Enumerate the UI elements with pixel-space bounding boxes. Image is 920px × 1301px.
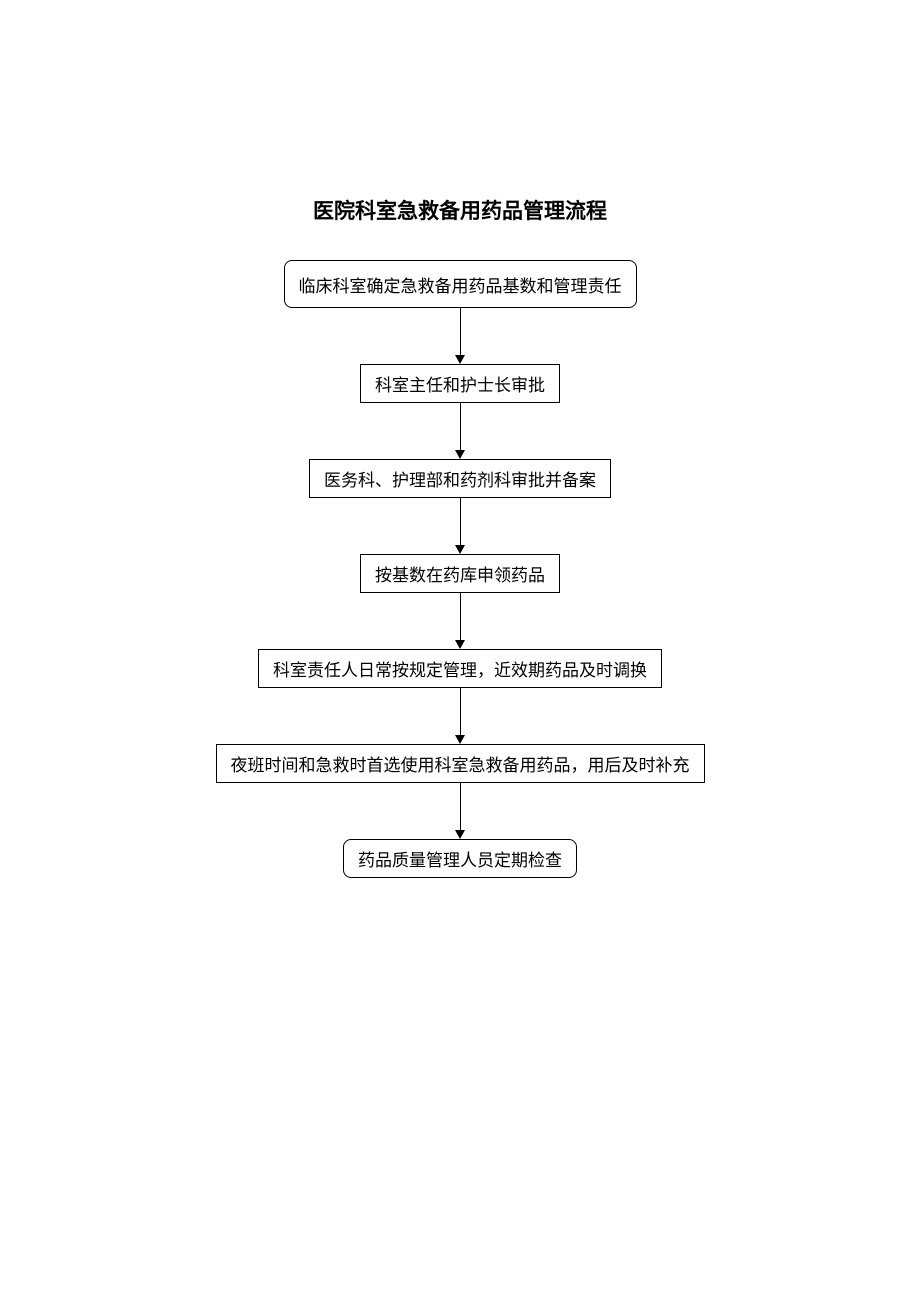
flowchart-node-2: 科室主任和护士长审批 [360,364,560,403]
page-title: 医院科室急救备用药品管理流程 [0,195,920,225]
flowchart-arrow [455,403,465,459]
flowchart-arrow [455,498,465,554]
flowchart-arrow [455,688,465,744]
flowchart-node-5: 科室责任人日常按规定管理，近效期药品及时调换 [258,649,662,688]
arrow-head-icon [455,355,465,364]
node-label: 医务科、护理部和药剂科审批并备案 [324,466,596,491]
arrow-line [460,593,461,640]
title-text: 医院科室急救备用药品管理流程 [313,200,607,223]
arrow-line [460,308,461,355]
node-label: 夜班时间和急救时首选使用科室急救备用药品，用后及时补充 [231,751,690,776]
arrow-line [460,688,461,735]
flowchart-arrow [455,783,465,839]
arrow-line [460,403,461,450]
arrow-head-icon [455,545,465,554]
flowchart-node-4: 按基数在药库申领药品 [360,554,560,593]
node-label: 药品质量管理人员定期检查 [358,846,562,871]
node-label: 科室责任人日常按规定管理，近效期药品及时调换 [273,656,647,681]
flowchart-node-1: 临床科室确定急救备用药品基数和管理责任 [284,260,637,308]
arrow-head-icon [455,735,465,744]
arrow-line [460,783,461,830]
arrow-head-icon [455,830,465,839]
flowchart-container: 临床科室确定急救备用药品基数和管理责任 科室主任和护士长审批 医务科、护理部和药… [0,260,920,878]
arrow-line [460,498,461,545]
node-label: 临床科室确定急救备用药品基数和管理责任 [299,272,622,297]
arrow-head-icon [455,640,465,649]
flowchart-node-6: 夜班时间和急救时首选使用科室急救备用药品，用后及时补充 [216,744,705,783]
flowchart-arrow [455,593,465,649]
flowchart-arrow [455,308,465,364]
arrow-head-icon [455,450,465,459]
node-label: 按基数在药库申领药品 [375,561,545,586]
node-label: 科室主任和护士长审批 [375,371,545,396]
flowchart-node-3: 医务科、护理部和药剂科审批并备案 [309,459,611,498]
flowchart-node-7: 药品质量管理人员定期检查 [343,839,577,878]
